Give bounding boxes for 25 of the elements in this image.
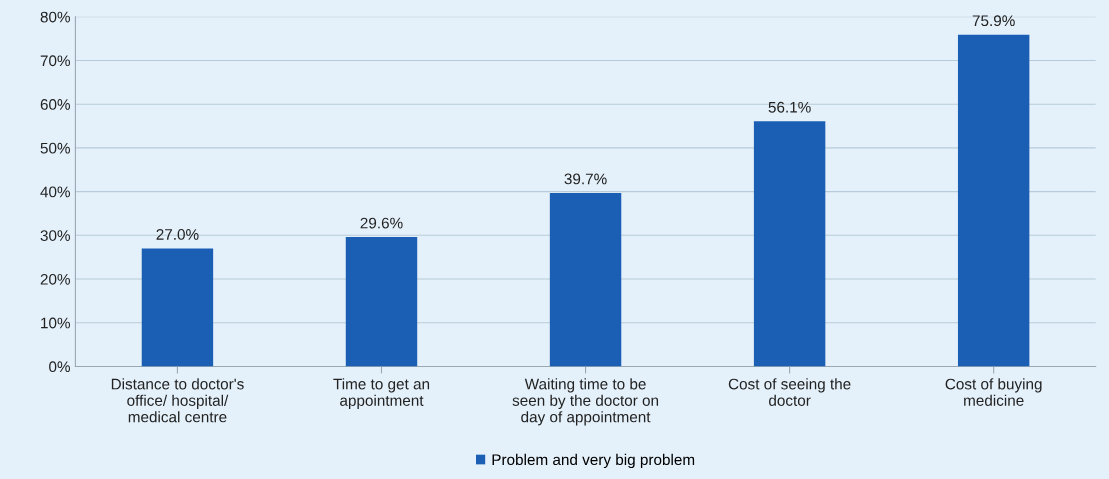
y-tick-label: 0%: [49, 361, 71, 373]
legend-label: Problem and very big problem: [492, 453, 695, 469]
y-tick-label: 30%: [40, 230, 71, 241]
data-label: 29.6%: [360, 217, 403, 229]
y-tick-label: 40%: [40, 186, 71, 198]
x-tick-label: Distance to doctor's office/ hospital/ medical centre: [111, 378, 244, 423]
y-tick-label: 70%: [40, 55, 71, 67]
data-label: 39.7%: [564, 173, 607, 185]
y-tick-label: 10%: [41, 317, 71, 329]
bar: [957, 34, 1030, 367]
y-tick-label: 20%: [40, 273, 71, 285]
bar: [549, 192, 622, 367]
bar: [141, 248, 214, 367]
data-label: 27.0%: [156, 229, 199, 240]
data-label: 56.1%: [768, 101, 811, 113]
x-tick-label: Time to get an appointment: [333, 378, 430, 409]
x-tick-label: Cost of seeing the doctor: [728, 378, 851, 406]
bar: [753, 121, 826, 367]
y-tick-label: 50%: [40, 142, 71, 154]
x-tick-label: Cost of buying medicine: [945, 378, 1042, 406]
bar: [345, 237, 418, 367]
y-tick-label: 80%: [40, 11, 71, 23]
x-tick-label: Waiting time to be seen by the doctor on day of appointment: [512, 378, 659, 426]
data-label: 75.9%: [972, 15, 1015, 27]
y-tick-label: 60%: [40, 99, 71, 110]
